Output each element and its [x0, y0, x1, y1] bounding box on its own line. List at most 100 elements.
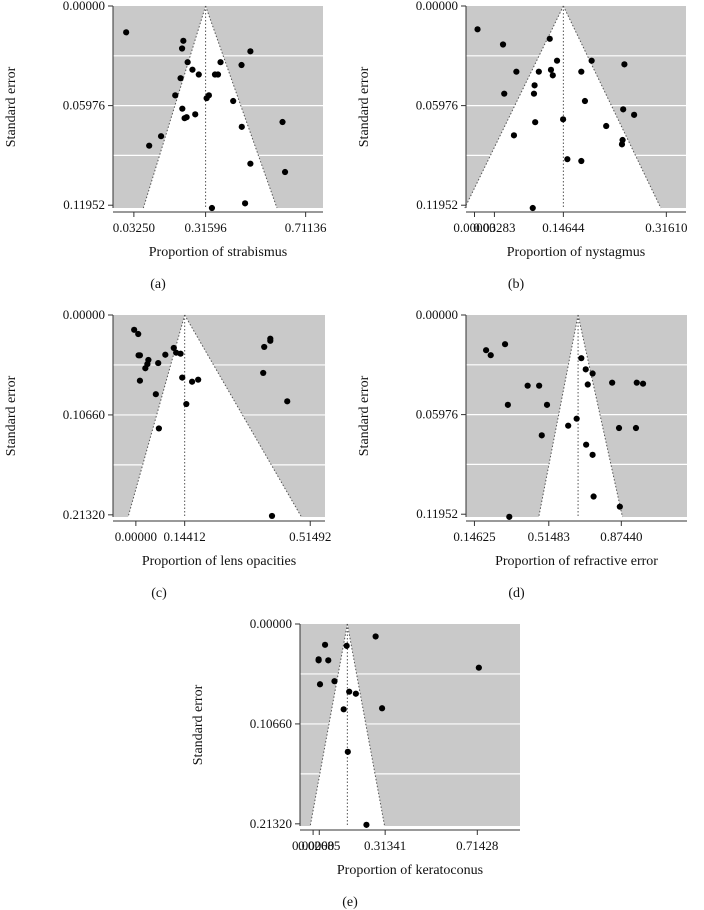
data-point	[344, 748, 351, 755]
data-point	[530, 90, 538, 97]
x-tick-label: 0.03250	[113, 220, 155, 235]
data-point	[538, 432, 545, 439]
data-point	[172, 92, 179, 99]
data-point	[589, 451, 596, 458]
data-point	[553, 57, 561, 64]
data-point	[279, 118, 286, 126]
data-point	[241, 200, 249, 207]
x-tick-label: 0.51492	[289, 529, 331, 544]
funnel-plot-d: 0.00000 0.05976 0.11952 0.14625 0.51483 0.874…	[357, 307, 687, 601]
panel-label: (b)	[508, 277, 525, 292]
panel-label: (e)	[342, 895, 358, 910]
data-point	[135, 330, 142, 338]
data-point	[146, 142, 153, 149]
funnel-region	[128, 315, 302, 517]
y-axis-label: Standard error	[357, 375, 372, 456]
data-point	[583, 441, 590, 448]
data-point	[372, 633, 379, 640]
y-tick-label: 0.00000	[250, 616, 292, 631]
data-point	[632, 424, 640, 432]
funnel-region	[538, 315, 623, 517]
data-point	[618, 141, 626, 148]
x-axis-label: Proportion of strabismus	[149, 245, 287, 260]
y-tick-label: 0.11952	[416, 197, 458, 212]
data-point	[180, 37, 187, 44]
data-point	[195, 71, 202, 78]
data-point	[192, 111, 199, 118]
data-point	[155, 425, 162, 432]
data-point	[179, 105, 186, 112]
data-point	[189, 66, 196, 73]
data-point	[499, 41, 507, 48]
data-point	[589, 370, 596, 377]
data-point	[136, 352, 144, 359]
funnel-region	[143, 6, 277, 208]
data-point	[616, 503, 623, 510]
data-point	[162, 351, 169, 358]
data-point	[343, 642, 350, 649]
data-point	[547, 66, 555, 73]
data-point	[363, 821, 370, 828]
data-point	[316, 681, 324, 688]
data-point	[578, 157, 585, 165]
x-tick-label: 0.14412	[164, 529, 206, 544]
x-tick-label: 0.31596	[184, 220, 227, 235]
funnel-left-limit	[309, 623, 348, 827]
y-tick-label: 0.00000	[416, 307, 458, 322]
x-axis-label: Proportion of nystagmus	[507, 245, 645, 260]
data-point	[195, 376, 202, 383]
data-point	[582, 366, 589, 373]
data-point	[501, 341, 509, 348]
y-tick-label: 0.00000	[63, 0, 105, 13]
data-point	[543, 401, 551, 408]
data-point	[531, 82, 538, 89]
y-tick-label: 0.10660	[250, 716, 292, 731]
data-point	[532, 119, 539, 126]
x-tick-label: 0.02685	[298, 838, 340, 853]
data-point	[131, 326, 138, 333]
data-point	[268, 512, 276, 520]
data-point	[615, 424, 623, 432]
data-point	[546, 35, 553, 42]
data-point	[261, 343, 268, 351]
y-axis-label: Standard error	[4, 66, 19, 147]
x-tick-label: 0.14644	[542, 220, 585, 235]
data-point	[183, 114, 190, 121]
x-tick-label: 0.71428	[456, 838, 498, 853]
x-axis-label: Proportion of refractive error	[495, 554, 658, 569]
y-tick-label: 0.21320	[250, 816, 292, 831]
y-tick-label: 0.05976	[63, 98, 106, 113]
data-point	[267, 337, 274, 344]
y-tick-label: 0.11952	[63, 197, 105, 212]
data-point	[620, 106, 627, 113]
funnel-left-limit	[538, 314, 579, 518]
y-tick-label: 0.10660	[63, 407, 105, 422]
data-point	[639, 380, 647, 387]
funnel-region	[310, 624, 385, 826]
data-point	[529, 204, 536, 212]
y-axis-label: Standard error	[357, 66, 372, 147]
panel-label: (c)	[151, 586, 167, 601]
funnel-right-limit	[577, 314, 623, 518]
data-point	[578, 68, 585, 75]
data-point	[621, 61, 628, 68]
x-tick-label: 0.31610	[645, 220, 687, 235]
x-tick-label: 0.87440	[600, 529, 642, 544]
data-point	[474, 26, 481, 33]
data-point	[325, 657, 332, 664]
data-point	[482, 347, 490, 354]
y-axis-label: Standard error	[191, 684, 206, 765]
data-point	[340, 706, 347, 713]
data-point	[506, 513, 513, 520]
y-tick-label: 0.00000	[63, 307, 105, 322]
data-point	[208, 204, 216, 212]
data-point	[560, 116, 567, 123]
data-point	[184, 59, 191, 66]
funnel-plot-a: 0.00000 0.05976 0.11952 0.03250 0.31596 0.711…	[4, 0, 327, 292]
data-point	[157, 133, 165, 140]
panel-label: (d)	[508, 586, 525, 601]
data-point	[217, 59, 224, 66]
